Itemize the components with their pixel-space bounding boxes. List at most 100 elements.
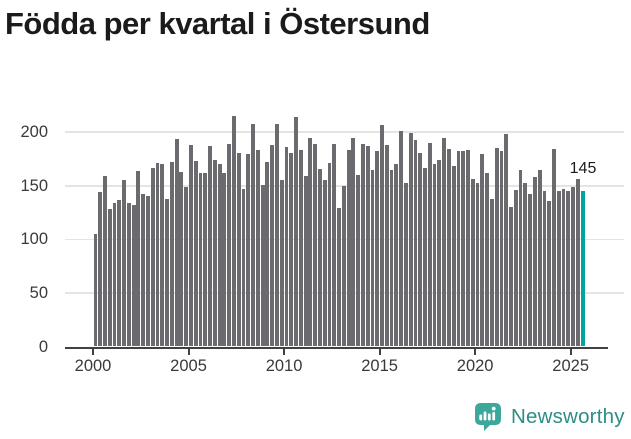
bar — [446, 149, 451, 347]
bar — [103, 176, 107, 347]
bar — [351, 137, 356, 347]
bar — [160, 164, 165, 347]
highlighted-bar — [580, 191, 585, 347]
bar — [332, 143, 337, 347]
bar — [509, 207, 513, 347]
x-axis-tick — [283, 349, 286, 355]
bar-value-label: 145 — [569, 160, 597, 177]
x-axis-tick — [187, 349, 190, 355]
bar — [146, 196, 150, 347]
bar — [169, 162, 174, 347]
bar — [394, 164, 399, 347]
bar — [198, 172, 203, 347]
bar — [303, 176, 308, 347]
brand-footer: Newsworthy — [473, 401, 625, 432]
bar — [189, 145, 193, 347]
gridline — [65, 131, 624, 133]
x-axis-label: 2010 — [265, 357, 303, 375]
bar — [241, 188, 246, 347]
bar — [275, 123, 279, 347]
x-axis-label: 2015 — [361, 357, 398, 375]
bar — [174, 138, 179, 347]
bar — [518, 169, 523, 347]
x-axis-label: 2020 — [456, 357, 494, 375]
bar — [532, 177, 537, 347]
y-axis-label: 200 — [20, 123, 48, 142]
bar — [337, 208, 341, 347]
bar — [179, 171, 184, 347]
bar — [107, 209, 112, 347]
bar — [475, 182, 480, 347]
bar — [451, 166, 456, 347]
newsworthy-logo-icon — [475, 403, 501, 431]
bar — [427, 142, 432, 347]
bar — [313, 143, 318, 347]
bar — [423, 167, 427, 347]
bar — [260, 184, 265, 347]
y-axis-label: 0 — [38, 337, 48, 356]
bar — [193, 161, 198, 347]
bar — [365, 146, 370, 347]
bar — [308, 137, 313, 347]
bar — [117, 199, 122, 347]
bar — [466, 150, 470, 347]
bar — [552, 149, 556, 347]
bar — [136, 170, 141, 347]
bar — [318, 168, 322, 347]
bar — [403, 182, 408, 347]
bar — [141, 194, 146, 347]
bar — [298, 150, 303, 347]
bar — [384, 145, 389, 347]
bar — [528, 194, 533, 347]
bar — [155, 163, 160, 347]
x-axis-tick — [378, 349, 381, 355]
bar — [571, 186, 575, 347]
bar — [236, 152, 241, 347]
x-axis-tick — [92, 349, 94, 355]
x-axis-label: 2025 — [552, 357, 590, 375]
bar — [208, 146, 212, 347]
brand-name: Newsworthy — [511, 404, 625, 428]
bar — [165, 198, 169, 347]
bar — [523, 182, 528, 347]
bar — [289, 152, 294, 347]
bar — [327, 163, 332, 347]
bar — [513, 190, 518, 347]
bar — [360, 143, 365, 347]
bar — [432, 164, 437, 347]
y-axis-label: 50 — [29, 283, 48, 302]
bar — [456, 151, 461, 347]
bar — [489, 198, 494, 347]
bar — [131, 205, 136, 347]
bar — [480, 153, 485, 347]
y-axis-label: 150 — [20, 176, 48, 195]
bar — [227, 143, 232, 347]
bar — [461, 151, 466, 347]
bar — [217, 164, 222, 347]
bar — [112, 202, 117, 347]
bar — [251, 123, 255, 347]
bar — [322, 180, 327, 347]
bar — [437, 160, 442, 347]
bar — [294, 117, 298, 347]
bar — [98, 192, 103, 347]
bar — [122, 180, 126, 347]
bar — [408, 133, 413, 347]
bar — [126, 202, 131, 347]
y-axis-label: 100 — [20, 230, 48, 249]
bar — [470, 179, 475, 347]
chart-title: Födda per kvartal i Östersund — [5, 6, 430, 41]
bar — [212, 160, 217, 347]
bar — [418, 152, 423, 347]
bar — [184, 186, 189, 347]
bar — [442, 137, 447, 347]
bar — [561, 188, 566, 347]
bar — [413, 139, 418, 347]
bar — [341, 185, 346, 347]
bar — [547, 200, 552, 347]
bar — [542, 191, 547, 347]
bar — [370, 169, 375, 347]
bar — [232, 116, 236, 347]
